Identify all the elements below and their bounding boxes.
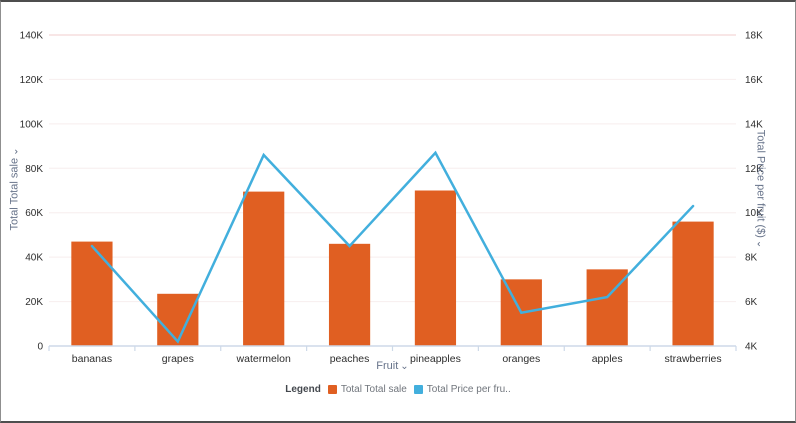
legend-item-total-sale[interactable]: Total Total sale: [327, 383, 407, 395]
left-axis-tick-label: 100K: [20, 119, 44, 130]
left-axis-tick-label: 20K: [25, 297, 43, 308]
x-axis-category-label: pineapples: [410, 353, 461, 365]
right-axis-tick-label: 12K: [745, 164, 763, 175]
x-axis-category-label: peaches: [330, 353, 370, 365]
right-axis-tick-label: 10K: [745, 208, 763, 219]
left-axis-title[interactable]: Total Total sale⌄: [3, 33, 25, 344]
x-axis-category-label: apples: [592, 353, 623, 365]
x-axis-title[interactable]: Fruit ⌄: [49, 360, 736, 372]
legend: Legend Total Total sale Total Price per …: [1, 380, 795, 398]
bar-peaches[interactable]: [328, 243, 371, 346]
x-axis-title-label: Fruit: [376, 360, 399, 372]
bar-pineapples[interactable]: [414, 190, 457, 347]
right-axis-title-label: Total Price per fruit ($): [754, 129, 766, 238]
bar-strawberries[interactable]: [672, 221, 714, 346]
right-axis-tick-label: 8K: [745, 253, 758, 264]
left-axis-tick-label: 140K: [20, 31, 44, 42]
left-axis-tick-label: 40K: [25, 253, 43, 264]
right-axis-tick-label: 6K: [745, 297, 758, 308]
left-axis-tick-label: 120K: [20, 75, 44, 86]
price-line[interactable]: [90, 150, 695, 344]
legend-swatch-line: [413, 384, 423, 394]
left-axis-title-label: Total Total sale: [8, 157, 20, 230]
legend-item-price-per-fruit[interactable]: Total Price per fru..: [413, 383, 511, 395]
legend-item-label: Total Total sale: [340, 383, 407, 395]
left-axis-tick-label: 60K: [25, 208, 43, 219]
x-axis-category-label: bananas: [72, 353, 112, 365]
legend-title: Legend: [285, 383, 321, 395]
legend-item-label: Total Price per fru..: [426, 383, 511, 395]
right-axis-title[interactable]: Total Price per fruit ($)⌄: [749, 33, 771, 344]
left-axis-tick-label: 80K: [25, 164, 43, 175]
bar-grapes[interactable]: [157, 293, 199, 346]
x-axis-category-label: oranges: [502, 353, 540, 365]
left-axis-tick-label: 0: [37, 342, 43, 353]
right-axis-tick-label: 14K: [745, 119, 763, 130]
right-axis-tick-label: 4K: [745, 342, 758, 353]
bar-bananas[interactable]: [71, 241, 113, 346]
x-axis-category-label: strawberries: [664, 353, 721, 365]
chevron-down-icon: ⌄: [9, 147, 20, 156]
x-axis-category-label: grapes: [162, 353, 194, 365]
right-axis-tick-label: 16K: [745, 75, 763, 86]
bar-watermelon[interactable]: [243, 191, 285, 346]
chevron-down-icon: ⌄: [400, 361, 409, 372]
right-axis-tick-label: 18K: [745, 31, 763, 42]
chevron-down-icon: ⌄: [754, 239, 765, 248]
legend-swatch-bar: [327, 384, 337, 394]
x-axis-category-label: watermelon: [236, 353, 291, 365]
